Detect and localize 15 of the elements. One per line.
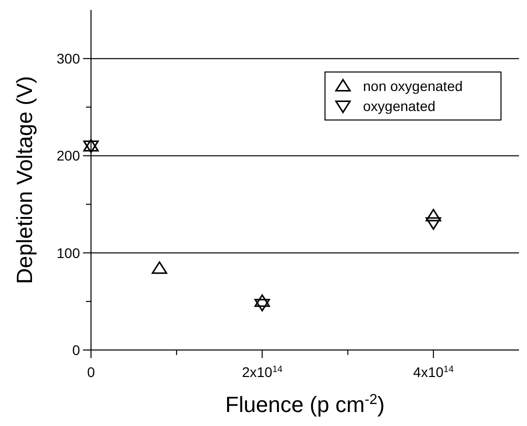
point: [426, 208, 442, 222]
y-tick-label: 0: [72, 342, 80, 358]
x-tick-label: 0: [87, 364, 96, 380]
y-tick-label: 100: [56, 244, 80, 261]
x-tick-label: 2x10$^{14}$: [242, 364, 282, 380]
legend-label: oxygenated: [363, 98, 436, 114]
point: [152, 261, 168, 274]
legend-label: non oxygenated: [363, 78, 463, 94]
y-tick-label: 300: [56, 50, 80, 66]
y-axis-title: Depletion Voltage (V): [12, 76, 37, 284]
point: [254, 298, 270, 312]
point: [254, 294, 270, 307]
y-tick-label: 200: [56, 148, 80, 164]
x-axis-title: Fluence (p cm$^{-2}$): [225, 392, 385, 417]
x-tick-label: 4x10$^{14}$: [413, 364, 454, 380]
